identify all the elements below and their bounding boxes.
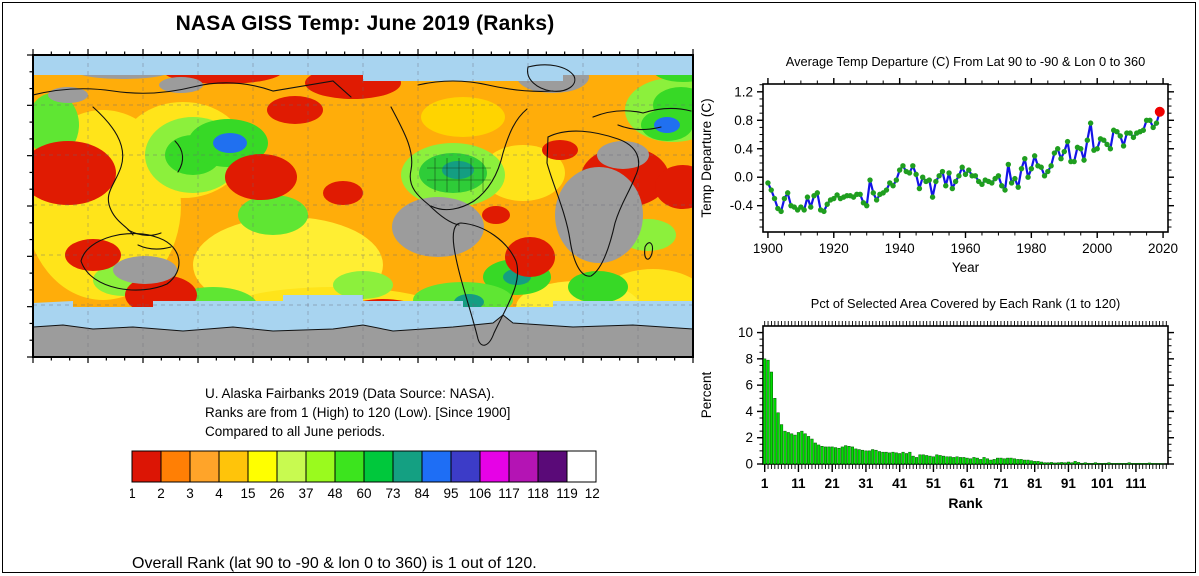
svg-text:1.2: 1.2 <box>734 84 753 99</box>
svg-text:10: 10 <box>738 325 753 340</box>
summary-text: Overall Rank (lat 90 to -90 & lon 0 to 3… <box>132 506 537 576</box>
source-note-line3: Compared to all June periods. <box>205 424 386 439</box>
svg-text:117: 117 <box>498 486 520 501</box>
source-note-line2: Ranks are from 1 (High) to 120 (Low). [S… <box>205 405 511 420</box>
svg-text:Temp Departure (C): Temp Departure (C) <box>699 98 714 217</box>
svg-text:37: 37 <box>298 486 313 501</box>
svg-text:4: 4 <box>745 404 753 419</box>
svg-text:0: 0 <box>745 457 753 472</box>
svg-text:61: 61 <box>960 476 976 491</box>
svg-text:6: 6 <box>745 378 753 393</box>
svg-text:2020: 2020 <box>1148 241 1178 256</box>
svg-text:11: 11 <box>791 476 806 491</box>
svg-text:1980: 1980 <box>1016 241 1046 256</box>
rank-coverage-bar-chart: Pct of Selected Area Covered by Each Ran… <box>695 290 1199 535</box>
svg-text:0.4: 0.4 <box>734 141 753 156</box>
svg-text:4: 4 <box>215 486 223 501</box>
svg-text:Average Temp Departure (C) Fro: Average Temp Departure (C) From Lat 90 t… <box>786 54 1145 69</box>
svg-text:48: 48 <box>327 486 342 501</box>
page-title: NASA GISS Temp: June 2019 (Ranks) <box>175 12 555 35</box>
svg-text:119: 119 <box>556 486 578 501</box>
svg-text:15: 15 <box>240 486 255 501</box>
svg-text:91: 91 <box>1061 476 1077 491</box>
svg-text:0.0: 0.0 <box>734 170 753 185</box>
svg-text:95: 95 <box>443 486 458 501</box>
svg-text:3: 3 <box>186 486 194 501</box>
svg-text:120: 120 <box>585 486 600 501</box>
overall-rank-line: Overall Rank (lat 90 to -90 & lon 0 to 3… <box>132 555 537 572</box>
svg-text:31: 31 <box>858 476 874 491</box>
svg-text:26: 26 <box>269 486 284 501</box>
source-note: U. Alaska Fairbanks 2019 (Data Source: N… <box>205 384 510 441</box>
svg-text:111: 111 <box>1125 476 1147 491</box>
svg-text:1920: 1920 <box>819 241 849 256</box>
svg-text:101: 101 <box>1091 476 1114 491</box>
svg-text:1960: 1960 <box>950 241 980 256</box>
svg-text:21: 21 <box>825 476 841 491</box>
rank-color-legend-canvas: 1 2 3 4 15 26 37 48 60 73 84 95 106 117 118 119 120 <box>128 450 607 501</box>
svg-text:2: 2 <box>157 486 165 501</box>
world-rank-map-canvas <box>27 49 694 363</box>
svg-text:Pct of Selected Area Covered b: Pct of Selected Area Covered by Each Ran… <box>811 296 1120 311</box>
svg-text:2: 2 <box>745 430 753 445</box>
svg-text:1: 1 <box>761 476 769 491</box>
svg-text:1900: 1900 <box>753 241 783 256</box>
svg-text:-0.4: -0.4 <box>730 198 754 213</box>
svg-text:41: 41 <box>892 476 908 491</box>
svg-text:81: 81 <box>1027 476 1043 491</box>
svg-text:118: 118 <box>527 486 549 501</box>
svg-text:1: 1 <box>130 486 136 501</box>
svg-text:1940: 1940 <box>885 241 915 256</box>
svg-text:60: 60 <box>356 486 371 501</box>
svg-text:0.8: 0.8 <box>734 113 753 128</box>
rank-coverage-bar-chart-canvas: Pct of Selected Area Covered by Each Ran… <box>699 296 1174 511</box>
temp-departure-line-chart: Average Temp Departure (C) From Lat 90 t… <box>695 50 1199 287</box>
svg-text:71: 71 <box>993 476 1009 491</box>
svg-text:Year: Year <box>952 260 980 275</box>
world-rank-map <box>27 49 694 363</box>
rank-color-legend: 1 2 3 4 15 26 37 48 60 73 84 95 106 117 118 119 120 <box>128 449 607 508</box>
svg-text:Rank: Rank <box>948 495 982 511</box>
svg-text:106: 106 <box>469 486 492 501</box>
svg-text:51: 51 <box>926 476 942 491</box>
svg-text:84: 84 <box>414 486 430 501</box>
svg-text:2000: 2000 <box>1082 241 1112 256</box>
svg-text:8: 8 <box>745 351 753 366</box>
temp-departure-line-chart-canvas: Average Temp Departure (C) From Lat 90 t… <box>699 54 1178 275</box>
source-note-line1: U. Alaska Fairbanks 2019 (Data Source: N… <box>205 386 495 401</box>
svg-text:Percent: Percent <box>699 371 714 418</box>
svg-text:73: 73 <box>385 486 400 501</box>
